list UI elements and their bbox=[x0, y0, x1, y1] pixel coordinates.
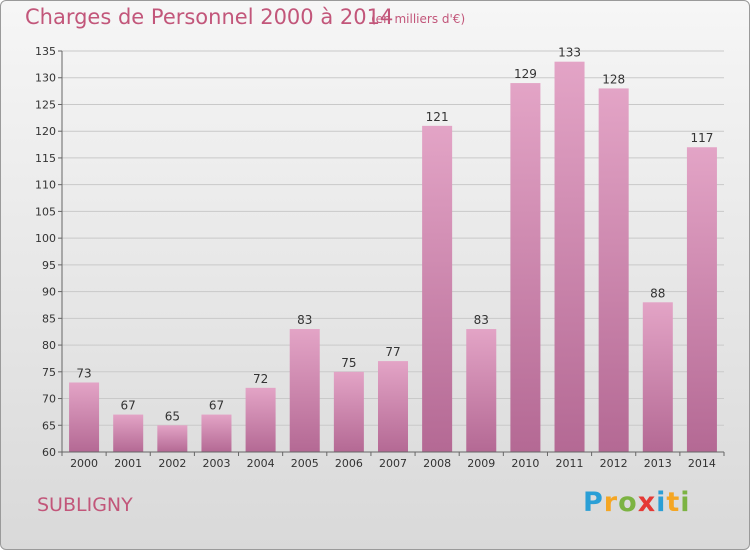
data-label-2000: 73 bbox=[76, 366, 91, 380]
data-label-2007: 77 bbox=[385, 345, 400, 359]
x-tick-label-2006: 2006 bbox=[335, 457, 363, 470]
logo-letter: x bbox=[637, 487, 657, 518]
data-label-2013: 88 bbox=[650, 286, 665, 300]
bar-2004 bbox=[245, 387, 276, 452]
bar-2008 bbox=[422, 125, 453, 452]
data-label-2009: 83 bbox=[474, 313, 489, 327]
data-label-2008: 121 bbox=[426, 110, 449, 124]
data-label-2006: 75 bbox=[341, 356, 356, 370]
bar-2014 bbox=[686, 147, 717, 453]
y-tick-label: 125 bbox=[35, 98, 56, 111]
y-tick-label: 95 bbox=[42, 259, 56, 272]
y-tick-label: 130 bbox=[35, 72, 56, 85]
x-tick-label-2005: 2005 bbox=[291, 457, 319, 470]
bar-2001 bbox=[113, 414, 144, 452]
chart-subtitle: (en milliers d'€) bbox=[371, 12, 466, 26]
data-label-2010: 129 bbox=[514, 67, 537, 81]
bar-2011 bbox=[554, 61, 585, 453]
data-label-2004: 72 bbox=[253, 372, 268, 386]
x-tick-label-2013: 2013 bbox=[644, 457, 672, 470]
chart-title: Charges de Personnel 2000 à 2014 bbox=[25, 5, 394, 29]
x-tick-label-2001: 2001 bbox=[114, 457, 142, 470]
y-tick-label: 110 bbox=[35, 179, 56, 192]
y-tick-label: 105 bbox=[35, 205, 56, 218]
y-tick-label: 75 bbox=[42, 366, 56, 379]
logo-letter: i bbox=[680, 487, 691, 518]
bar-2005 bbox=[289, 329, 320, 452]
commune-name: SUBLIGNY bbox=[37, 494, 133, 516]
y-tick-label: 100 bbox=[35, 232, 56, 245]
y-tick-label: 85 bbox=[42, 312, 56, 325]
x-tick-label-2009: 2009 bbox=[467, 457, 495, 470]
bar-2009 bbox=[466, 329, 497, 452]
logo-letter: i bbox=[656, 487, 667, 518]
data-label-2002: 65 bbox=[165, 409, 180, 423]
bar-2013 bbox=[642, 302, 673, 452]
y-tick-label: 70 bbox=[42, 393, 56, 406]
x-tick-label-2004: 2004 bbox=[247, 457, 275, 470]
x-tick-label-2010: 2010 bbox=[511, 457, 539, 470]
x-tick-label-2008: 2008 bbox=[423, 457, 451, 470]
x-tick-label-2002: 2002 bbox=[158, 457, 186, 470]
data-label-2001: 67 bbox=[121, 399, 136, 413]
y-tick-label: 60 bbox=[42, 446, 56, 459]
x-tick-label-2003: 2003 bbox=[202, 457, 230, 470]
bar-2000 bbox=[69, 382, 100, 452]
y-tick-label: 135 bbox=[35, 45, 56, 58]
y-tick-label: 65 bbox=[42, 419, 56, 432]
bar-2012 bbox=[598, 88, 629, 452]
y-tick-label: 115 bbox=[35, 152, 56, 165]
y-tick-label: 90 bbox=[42, 286, 56, 299]
bar-2003 bbox=[201, 414, 232, 452]
x-tick-label-2014: 2014 bbox=[688, 457, 716, 470]
logo-letter: r bbox=[603, 487, 619, 518]
logo-letter: P bbox=[583, 487, 604, 518]
x-tick-label-2012: 2012 bbox=[600, 457, 628, 470]
x-tick-label-2000: 2000 bbox=[70, 457, 98, 470]
y-axis-ticks: 60 65 70 75 80 85 90 95 100 105 110 115 120 125 130 135 bbox=[35, 45, 63, 459]
data-label-2011: 133 bbox=[558, 46, 581, 60]
logo-letter: o bbox=[618, 487, 638, 518]
bar-2002 bbox=[157, 425, 188, 452]
logo-letter: t bbox=[666, 487, 681, 518]
proxiti-logo: Proxiti bbox=[583, 487, 691, 518]
data-label-2003: 67 bbox=[209, 399, 224, 413]
bars: 73 67 65 67 72 83 75 77 121 83 129 133 128 88 117 bbox=[69, 46, 717, 453]
x-tick-label-2007: 2007 bbox=[379, 457, 407, 470]
bar-2007 bbox=[377, 361, 409, 452]
x-axis-ticks: 2000 2001 2002 2003 2004 2005 2006 2007 2008 2009… bbox=[61, 451, 725, 470]
y-tick-label: 80 bbox=[42, 339, 56, 352]
data-label-2005: 83 bbox=[297, 313, 312, 327]
bar-2006 bbox=[333, 371, 364, 452]
data-label-2012: 128 bbox=[602, 72, 625, 86]
data-label-2014: 117 bbox=[690, 131, 713, 145]
bar-2010 bbox=[510, 83, 541, 452]
y-tick-label: 120 bbox=[35, 125, 56, 138]
x-tick-label-2011: 2011 bbox=[556, 457, 584, 470]
